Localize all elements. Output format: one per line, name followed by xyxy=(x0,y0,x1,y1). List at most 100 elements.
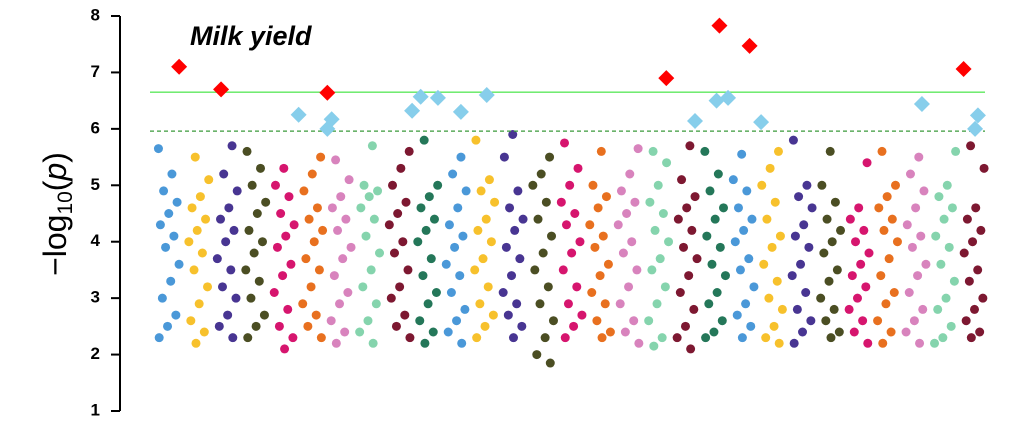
snp-point xyxy=(775,231,785,241)
snp-point xyxy=(701,333,711,343)
snp-point xyxy=(547,231,557,241)
snp-point xyxy=(851,237,861,247)
snp-point xyxy=(964,276,974,286)
snp-point xyxy=(216,214,226,224)
snp-point xyxy=(426,254,436,264)
snp-point xyxy=(543,282,553,292)
snp-point xyxy=(453,203,463,213)
snp-point xyxy=(490,197,500,207)
snp-point xyxy=(197,248,207,258)
snp-point xyxy=(677,175,687,185)
snp-point xyxy=(515,254,525,264)
snp-point xyxy=(186,316,196,326)
snp-point xyxy=(616,186,626,196)
snp-point xyxy=(187,203,197,213)
snp-point xyxy=(536,169,546,179)
snp-point xyxy=(936,259,946,269)
snp-point xyxy=(344,175,354,185)
snp-point xyxy=(405,333,415,343)
snp-point xyxy=(532,350,542,360)
snp-point xyxy=(163,321,173,331)
snp-point xyxy=(573,163,583,173)
snp-point xyxy=(336,192,346,202)
snp-point xyxy=(822,214,832,224)
snp-point xyxy=(615,299,625,309)
chart-title: Milk yield xyxy=(190,21,312,51)
snp-point xyxy=(652,299,662,309)
snp-point xyxy=(577,310,587,320)
snp-point xyxy=(224,203,234,213)
snp-point xyxy=(807,203,817,213)
snp-point xyxy=(538,248,548,258)
snp-point xyxy=(446,288,456,297)
snp-point xyxy=(456,152,466,162)
snp-point xyxy=(618,248,628,258)
snp-point xyxy=(854,203,864,213)
snp-point xyxy=(605,327,615,337)
snp-point xyxy=(593,203,603,213)
snp-point xyxy=(709,327,719,337)
snp-point xyxy=(241,265,251,275)
snp-point xyxy=(630,197,640,207)
snp-point xyxy=(739,225,749,235)
highlight-diamond xyxy=(913,96,930,113)
snp-point xyxy=(959,248,969,258)
snp-point xyxy=(861,282,871,292)
highlight-diamond xyxy=(213,81,230,98)
snp-point xyxy=(732,310,742,320)
snp-point xyxy=(673,214,683,224)
snp-point xyxy=(978,293,988,303)
snp-point xyxy=(153,144,163,154)
snp-point xyxy=(933,304,943,314)
snp-point xyxy=(905,169,915,179)
y-tick-label: 6 xyxy=(91,118,100,137)
snp-point xyxy=(634,338,644,348)
snp-point xyxy=(971,203,981,213)
snp-point xyxy=(878,338,888,348)
snp-point xyxy=(431,288,441,297)
snp-point xyxy=(288,333,298,343)
snp-point xyxy=(404,146,414,156)
snp-point xyxy=(798,327,808,337)
snp-point xyxy=(713,169,723,179)
snp-point xyxy=(570,209,580,218)
snp-point xyxy=(316,333,326,343)
snp-point xyxy=(904,288,914,297)
snp-point xyxy=(874,203,884,213)
snp-point xyxy=(816,293,826,303)
snp-point xyxy=(881,299,891,309)
snp-point xyxy=(796,259,806,269)
snp-point xyxy=(259,310,269,320)
snp-point xyxy=(728,175,738,185)
snp-point xyxy=(545,152,555,162)
highlight-diamond xyxy=(711,17,728,34)
snp-point xyxy=(251,321,261,331)
highlight-diamond xyxy=(741,37,758,54)
snp-point xyxy=(458,231,468,241)
snp-point xyxy=(478,254,488,264)
snp-point xyxy=(772,276,782,286)
snp-point xyxy=(191,338,201,348)
snp-point xyxy=(312,203,322,213)
snp-point xyxy=(944,242,954,252)
highlight-diamond xyxy=(478,87,495,103)
snp-point xyxy=(931,231,941,241)
snp-point xyxy=(363,316,373,326)
snp-point xyxy=(254,276,264,286)
snp-point xyxy=(389,248,399,258)
snp-point xyxy=(597,333,607,343)
snp-point xyxy=(535,299,545,309)
snp-point xyxy=(388,180,398,190)
y-label-part: p xyxy=(37,163,73,182)
snp-point xyxy=(503,310,513,320)
snp-point xyxy=(281,231,291,241)
snp-point xyxy=(299,186,309,196)
snp-point xyxy=(876,271,886,281)
snp-point xyxy=(921,259,931,269)
highlight-diamond xyxy=(753,114,770,131)
snp-point xyxy=(400,310,410,320)
snp-point xyxy=(331,155,341,165)
snp-point xyxy=(685,141,695,151)
highlight-diamond xyxy=(323,111,340,128)
snp-point xyxy=(510,225,520,235)
